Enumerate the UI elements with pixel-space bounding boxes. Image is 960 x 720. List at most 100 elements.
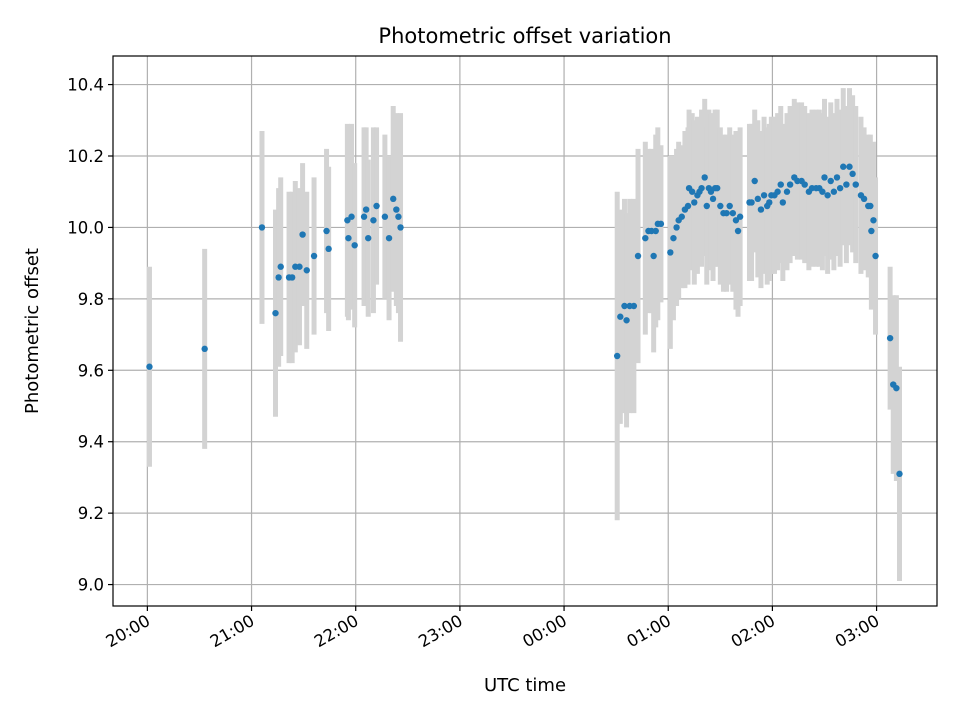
- data-point: [783, 188, 791, 195]
- data-point: [713, 184, 721, 192]
- data-point: [734, 227, 742, 235]
- y-tick-label: 9.4: [78, 433, 104, 452]
- data-point: [348, 213, 355, 220]
- data-point: [726, 202, 733, 210]
- data-point: [373, 202, 380, 210]
- data-point: [896, 470, 903, 478]
- data-point: [652, 227, 659, 235]
- data-point: [275, 274, 282, 281]
- data-point: [201, 345, 208, 353]
- y-tick-label: 10.2: [67, 147, 104, 166]
- data-point: [729, 209, 737, 217]
- data-point: [843, 181, 850, 188]
- data-point: [751, 177, 758, 185]
- chart-title: Photometric offset variation: [378, 24, 671, 48]
- data-point: [613, 352, 621, 360]
- data-point: [886, 334, 894, 342]
- data-point: [296, 263, 303, 270]
- data-point: [779, 199, 787, 206]
- data-point: [381, 213, 389, 220]
- data-point: [673, 224, 680, 231]
- data-point: [325, 245, 332, 253]
- data-point: [310, 252, 318, 260]
- x-axis-label: UTC time: [484, 675, 566, 696]
- y-tick-label: 9.8: [78, 290, 104, 309]
- data-point: [732, 217, 740, 224]
- data-point: [846, 163, 853, 170]
- data-point: [617, 313, 624, 320]
- data-point: [836, 184, 844, 192]
- data-point: [393, 206, 400, 213]
- data-point: [691, 199, 698, 206]
- data-point: [819, 188, 826, 195]
- data-point: [634, 252, 642, 260]
- data-point: [723, 209, 730, 217]
- data-point: [801, 181, 808, 188]
- data-point: [717, 202, 724, 210]
- data-point: [748, 199, 755, 206]
- data-point: [872, 252, 879, 260]
- data-point: [390, 195, 397, 203]
- data-point: [365, 234, 372, 242]
- data-point: [670, 234, 677, 242]
- data-point: [630, 302, 638, 310]
- y-axis-label: Photometric offset: [22, 248, 43, 414]
- data-point: [272, 309, 279, 317]
- grid-lines: [113, 56, 937, 606]
- data-point: [299, 231, 306, 238]
- data-point: [370, 217, 377, 224]
- data-point: [821, 174, 828, 181]
- data-point: [623, 317, 630, 324]
- data-point: [830, 188, 838, 195]
- data-point: [621, 302, 628, 310]
- data-point: [146, 363, 153, 370]
- data-point: [362, 206, 370, 213]
- data-point: [344, 217, 351, 224]
- data-point: [736, 213, 744, 220]
- data-point: [360, 213, 368, 220]
- y-tick-label: 10.0: [67, 218, 104, 237]
- data-point: [867, 202, 874, 210]
- data-point: [351, 242, 358, 249]
- data-point: [840, 163, 847, 170]
- data-point: [774, 188, 781, 195]
- y-tick-label: 10.4: [67, 76, 104, 95]
- data-point: [827, 177, 834, 185]
- data-point: [667, 249, 674, 256]
- data-point: [786, 181, 794, 188]
- data-point: [703, 202, 710, 210]
- data-point: [698, 184, 705, 192]
- y-tick-label: 9.0: [78, 576, 104, 595]
- data-point: [701, 174, 708, 181]
- plot-area-frame: [112, 55, 938, 607]
- data-point: [688, 188, 696, 195]
- y-axis-ticks: 9.0 9.2 9.4 9.6 9.8 10.0 10.2 10.4: [67, 76, 113, 595]
- data-point: [766, 199, 773, 206]
- data-point: [760, 192, 768, 199]
- data-point: [870, 217, 877, 224]
- data-point: [345, 234, 352, 242]
- data-points: [146, 163, 903, 478]
- data-point: [657, 220, 665, 228]
- y-tick-label: 9.2: [78, 504, 104, 523]
- data-point: [678, 213, 685, 220]
- data-point: [277, 263, 284, 270]
- data-point: [395, 213, 402, 220]
- data-point: [868, 227, 875, 235]
- data-point: [852, 181, 859, 188]
- data-point: [707, 188, 715, 195]
- data-point: [684, 202, 692, 210]
- data-point: [709, 195, 717, 203]
- data-point: [642, 234, 649, 242]
- data-point: [893, 384, 900, 392]
- data-point: [849, 170, 856, 178]
- data-point: [258, 224, 266, 231]
- data-point: [833, 174, 841, 181]
- data-point: [303, 267, 310, 274]
- data-point: [323, 227, 330, 235]
- data-point: [777, 181, 784, 188]
- data-point: [385, 234, 393, 242]
- data-point: [860, 195, 868, 203]
- data-point: [757, 206, 765, 213]
